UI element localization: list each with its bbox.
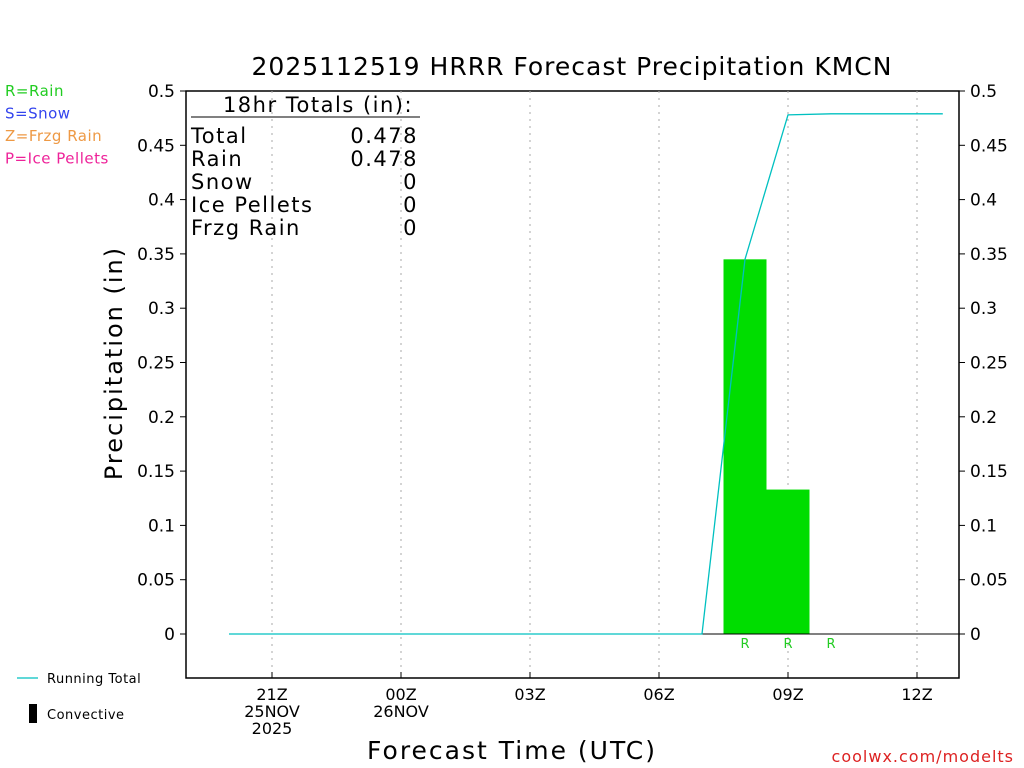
type-legend-entry: R=Rain bbox=[5, 82, 64, 100]
x-axis-label: Forecast Time (UTC) bbox=[367, 736, 657, 765]
precip-bars bbox=[723, 259, 810, 634]
totals-row-label: Snow bbox=[191, 170, 254, 194]
series-line bbox=[229, 113, 943, 635]
y-tick-label-left: 0.1 bbox=[148, 516, 175, 536]
totals-row-label: Ice Pellets bbox=[191, 193, 313, 217]
totals-row-value: 0.478 bbox=[350, 124, 418, 148]
x-tick-label: 03Z bbox=[514, 685, 545, 704]
totals-row-label: Total bbox=[190, 124, 248, 148]
x-tick-label: 2025 bbox=[252, 719, 293, 738]
totals-row-value: 0 bbox=[403, 170, 418, 194]
x-tick-label: 26NOV bbox=[373, 702, 429, 721]
type-legend-entry: S=Snow bbox=[5, 105, 71, 123]
y-tick-label-left: 0 bbox=[164, 625, 175, 645]
type-legend-entry: P=Ice Pellets bbox=[5, 150, 109, 168]
y-tick-label-right: 0.4 bbox=[970, 191, 997, 211]
chart-title: 2025112519 HRRR Forecast Precipitation K… bbox=[252, 52, 893, 81]
running-total-legend-label: Running Total bbox=[47, 672, 141, 687]
y-tick-label-left: 0.15 bbox=[137, 462, 175, 482]
totals-heading: 18hr Totals (in): bbox=[223, 93, 413, 117]
y-tick-label-right: 0.05 bbox=[970, 571, 1008, 591]
bar-type-label: R bbox=[740, 637, 749, 652]
convective-legend-label: Convective bbox=[47, 708, 125, 723]
y-tick-label-left: 0.05 bbox=[137, 571, 175, 591]
precip-bar bbox=[766, 489, 810, 634]
y-tick-label-right: 0.45 bbox=[970, 136, 1008, 156]
type-legend-entry: Z=Frzg Rain bbox=[5, 127, 102, 145]
y-tick-label-left: 0.25 bbox=[137, 354, 175, 374]
plot-frame bbox=[185, 90, 960, 679]
y-axis-left: 0 0.05 0.1 0.15 0.2 0.25 0.3 0.35 0.4 0.45 0.5 bbox=[137, 82, 186, 645]
y-axis-right: 0 0.05 0.1 0.15 0.2 0.25 0.3 0.35 0.4 0.45 0.5 bbox=[959, 82, 1008, 645]
totals-box: 18hr Totals (in): Total 0.478 Rain 0.478 Sno… bbox=[190, 93, 420, 240]
precip-bar bbox=[723, 259, 767, 634]
y-tick-label-right: 0.35 bbox=[970, 245, 1008, 265]
x-tick-label: 21Z bbox=[256, 685, 287, 704]
y-tick-label-right: 0.15 bbox=[970, 462, 1008, 482]
totals-row-value: 0 bbox=[403, 216, 418, 240]
y-tick-label-left: 0.45 bbox=[137, 136, 175, 156]
credit-text: coolwx.com/modelts bbox=[832, 747, 1014, 766]
x-tick-label: 12Z bbox=[901, 685, 932, 704]
bar-type-label: R bbox=[783, 637, 792, 652]
bar-type-label: R bbox=[826, 637, 835, 652]
precip-type-legend: R=Rain S=Snow Z=Frzg Rain P=Ice Pellets bbox=[5, 82, 109, 168]
totals-row-label: Frzg Rain bbox=[191, 216, 301, 240]
y-tick-label-left: 0.3 bbox=[148, 299, 175, 319]
x-tick-label: 06Z bbox=[643, 685, 674, 704]
y-tick-label-left: 0.35 bbox=[137, 245, 175, 265]
y-tick-label-right: 0 bbox=[970, 625, 981, 645]
convective-legend-swatch bbox=[29, 704, 37, 723]
x-tick-label: 09Z bbox=[772, 685, 803, 704]
grid-lines bbox=[271, 91, 918, 678]
y-tick-label-left: 0.2 bbox=[148, 408, 175, 428]
y-tick-label-right: 0.2 bbox=[970, 408, 997, 428]
x-tick-label: 25NOV bbox=[244, 702, 300, 721]
y-tick-label-left: 0.5 bbox=[148, 82, 175, 102]
totals-row-label: Rain bbox=[191, 147, 243, 171]
y-tick-label-left: 0.4 bbox=[148, 191, 175, 211]
totals-row-value: 0.478 bbox=[350, 147, 418, 171]
totals-row-value: 0 bbox=[403, 193, 418, 217]
y-tick-label-right: 0.5 bbox=[970, 82, 997, 102]
running-total-line bbox=[229, 113, 943, 635]
y-tick-label-right: 0.3 bbox=[970, 299, 997, 319]
y-axis-label: Precipitation (in) bbox=[100, 246, 128, 480]
x-tick-label: 00Z bbox=[385, 685, 416, 704]
y-tick-label-right: 0.25 bbox=[970, 354, 1008, 374]
y-tick-label-right: 0.1 bbox=[970, 516, 997, 536]
